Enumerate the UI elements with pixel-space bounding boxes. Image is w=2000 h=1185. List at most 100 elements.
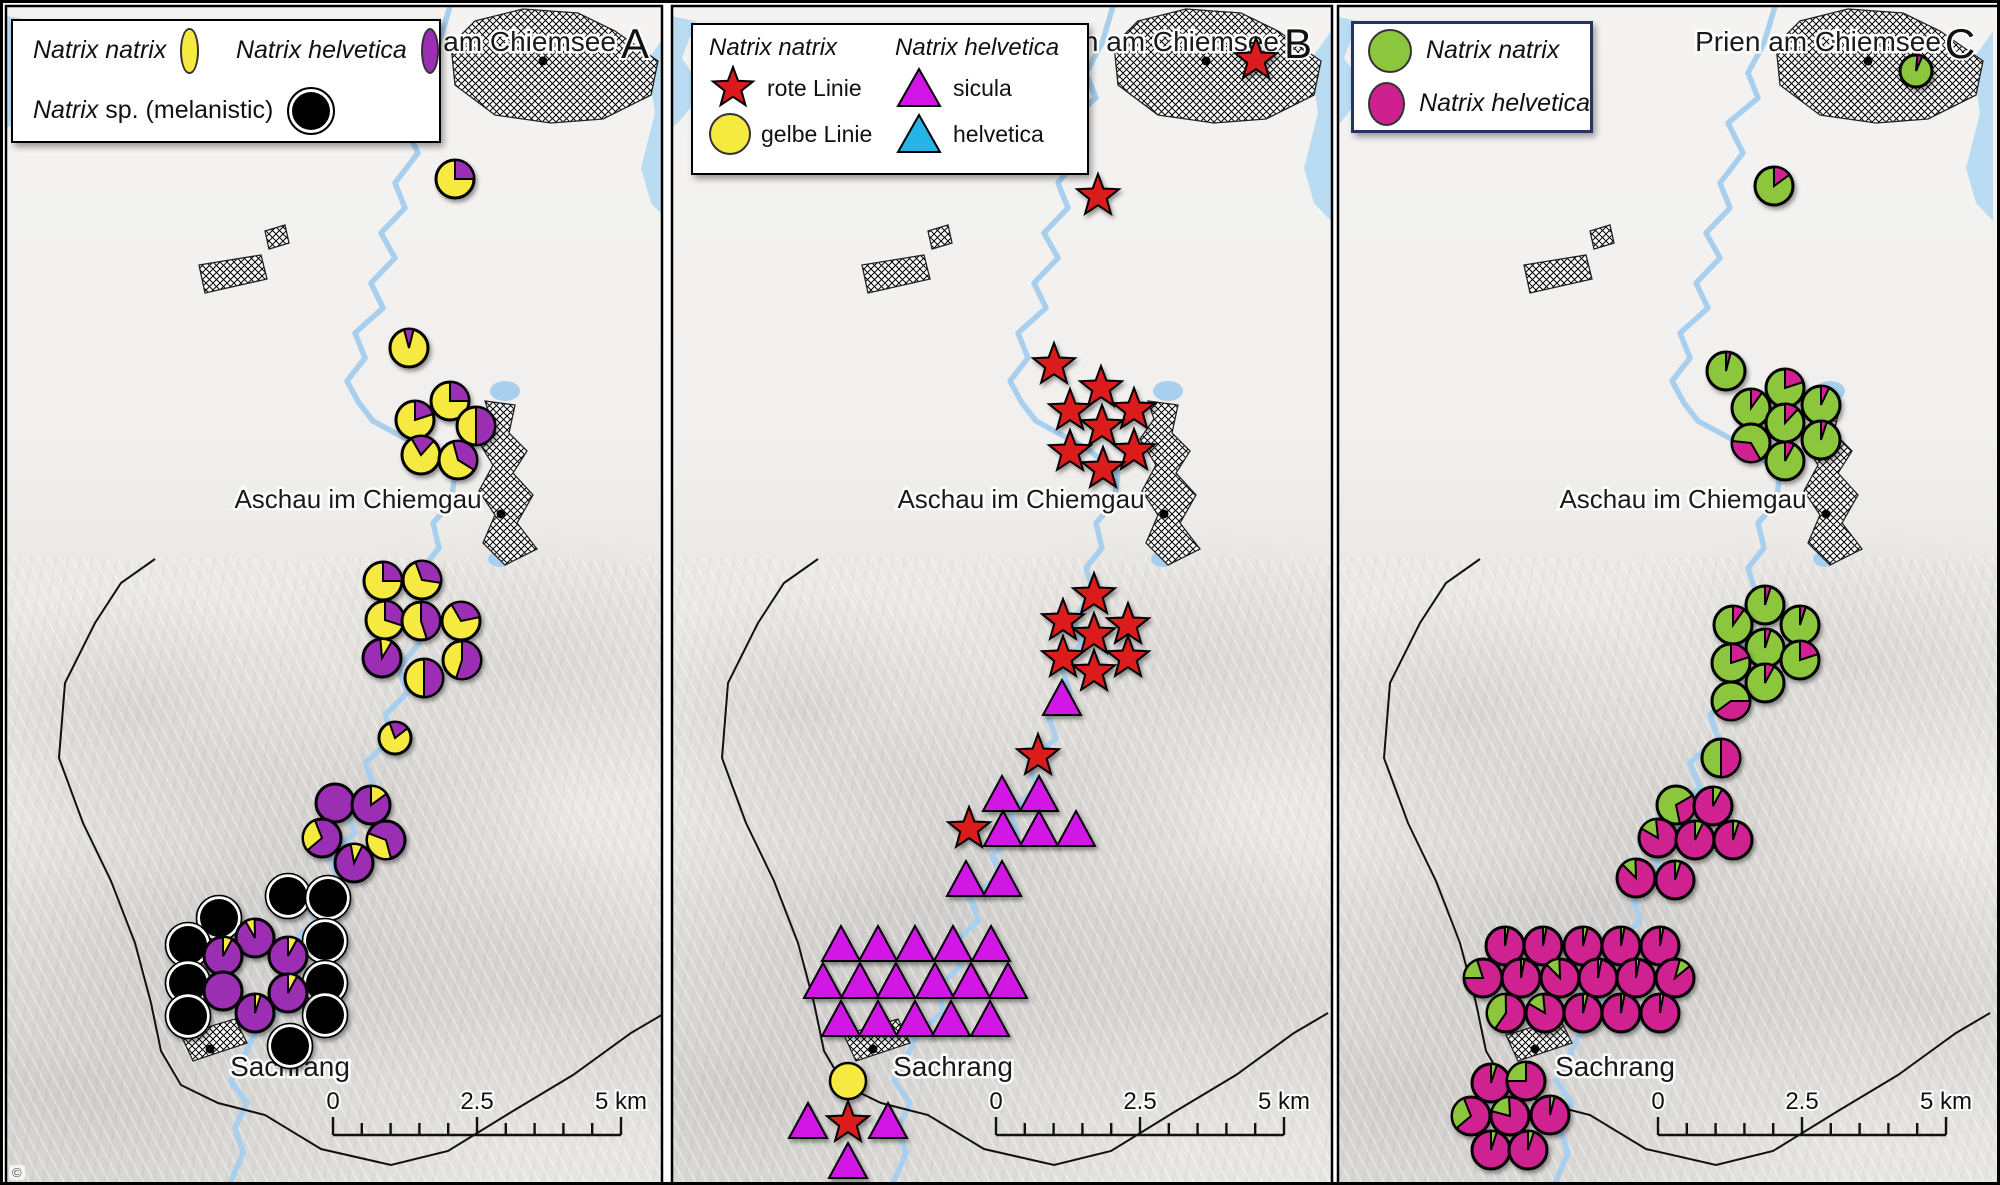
melanistic-pie-marker — [164, 992, 212, 1040]
pie-marker — [361, 637, 403, 679]
scale-label: 5 km — [1920, 1088, 1972, 1115]
panel-frame — [1336, 4, 1997, 1182]
rote-linie-star-marker — [1039, 596, 1087, 642]
rote-linie-star-marker — [1104, 633, 1152, 679]
town-dot — [1159, 509, 1169, 519]
small-lake — [1153, 381, 1183, 401]
sicula-triangle-marker — [981, 858, 1023, 897]
urban-area-field-2 — [264, 224, 290, 250]
legend-label: Natrix helvetica — [1419, 89, 1590, 117]
pie-marker — [301, 817, 343, 859]
pie-marker — [1800, 384, 1842, 426]
pie-marker — [1529, 1094, 1571, 1136]
sicula-triangle-marker — [827, 1140, 869, 1179]
administrative-border — [57, 558, 662, 1167]
legend-row: Natrix sp. (melanistic) — [33, 86, 439, 135]
legend-row: Natrix natrix Natrix helvetica — [33, 27, 439, 74]
melanistic-pie-marker — [164, 959, 212, 1007]
pie-marker — [1779, 604, 1821, 646]
small-lake — [490, 381, 520, 401]
pie-marker — [365, 819, 407, 861]
urban-area-prien — [1775, 8, 1984, 124]
pie-marker — [1637, 817, 1679, 859]
pie-marker — [1710, 680, 1752, 722]
town-label: Aschau im Chiemgau — [1559, 484, 1806, 514]
urban-area-field-1 — [1523, 254, 1593, 294]
urban-area-prien — [450, 8, 659, 124]
pie-marker — [267, 972, 309, 1014]
urban-area-prien — [1113, 8, 1322, 124]
pie-marker — [1654, 859, 1696, 901]
panel-c-map-layer: Prien am Chiemsee Aschau im Chiemgau Sachr… — [1338, 6, 1993, 1182]
pie-marker — [1730, 387, 1772, 429]
chiemsee-lake-edge — [1966, 31, 1993, 221]
pie-marker — [1744, 627, 1786, 669]
legend-header-natrix-natrix: Natrix natrix — [709, 34, 838, 61]
rote-linie-star-marker — [1039, 633, 1087, 679]
legend-label: helvetica — [953, 120, 1044, 147]
town-dot — [538, 56, 548, 66]
scale-label: 0 — [1651, 1088, 1664, 1115]
town-label: Prien am Chiemsee — [1695, 26, 1941, 57]
pie-marker — [234, 992, 276, 1034]
legend-label: gelbe Linie — [761, 120, 873, 147]
pie-marker — [1500, 957, 1542, 999]
panel-letter-c: C — [1945, 20, 1975, 67]
scale-bar: 0 2.5 5 km — [324, 1086, 649, 1137]
pie-marker — [1615, 957, 1657, 999]
pie-marker — [362, 560, 404, 602]
town-dot — [868, 1044, 878, 1054]
pie-marker — [1700, 737, 1742, 779]
pie-marker — [455, 405, 497, 447]
rote-linie-star-marker — [1014, 731, 1062, 777]
town-dot — [1821, 509, 1831, 519]
scale-label: 2.5 — [460, 1088, 493, 1115]
melanistic-pie-marker — [301, 991, 349, 1039]
pie-marker — [1654, 957, 1696, 999]
pie-marker — [440, 600, 482, 642]
melanistic-pie-marker — [195, 894, 243, 942]
pie-marker — [1705, 350, 1747, 392]
green-circle-icon — [1368, 28, 1412, 73]
urban-area-field-1 — [198, 254, 268, 294]
pie-marker — [1898, 53, 1934, 89]
legend-label-natrix-natrix: Natrix natrix — [33, 36, 167, 64]
panel-frame — [670, 4, 1334, 1182]
pie-marker — [1505, 1060, 1547, 1102]
melanistic-pie-marker — [301, 959, 349, 1007]
pie-marker — [1450, 1095, 1492, 1137]
melanistic-pie-marker — [304, 874, 352, 922]
legend-label: rote Linie — [767, 74, 862, 101]
pie-marker — [441, 639, 483, 681]
chiemsee-lake-edge — [1304, 31, 1331, 221]
pie-marker — [314, 782, 356, 824]
town-dot — [1530, 1044, 1540, 1054]
urban-area-aschau — [476, 400, 538, 566]
sicula-triangle-marker — [930, 998, 972, 1037]
pie-marker — [1744, 662, 1786, 704]
sicula-triangle-marker — [914, 960, 956, 999]
sicula-triangle-marker — [945, 858, 987, 897]
pie-marker — [202, 970, 244, 1012]
rote-linie-star-marker — [1070, 610, 1118, 656]
pie-marker — [394, 399, 436, 441]
rote-linie-star-marker — [1030, 340, 1078, 386]
town-dot — [1201, 56, 1211, 66]
pie-marker — [1712, 604, 1754, 646]
pie-marker — [1485, 992, 1527, 1034]
rote-linie-star-marker — [1232, 35, 1280, 81]
town-dot — [205, 1044, 215, 1054]
pie-marker — [1470, 1062, 1512, 1104]
legend-label: sicula — [953, 74, 1012, 101]
urban-area-sachrang — [180, 1018, 248, 1062]
legend-panel-c: Natrix natrix Natrix helvetica — [1351, 21, 1593, 133]
attribution: © — [9, 1165, 25, 1180]
sicula-triangle-marker — [1018, 808, 1060, 847]
scale-label: 2.5 — [1123, 1088, 1156, 1115]
pie-marker — [1764, 440, 1806, 482]
pie-marker — [388, 327, 430, 369]
sicula-triangle-marker — [820, 923, 862, 962]
rote-linie-star-marker — [824, 1098, 872, 1144]
